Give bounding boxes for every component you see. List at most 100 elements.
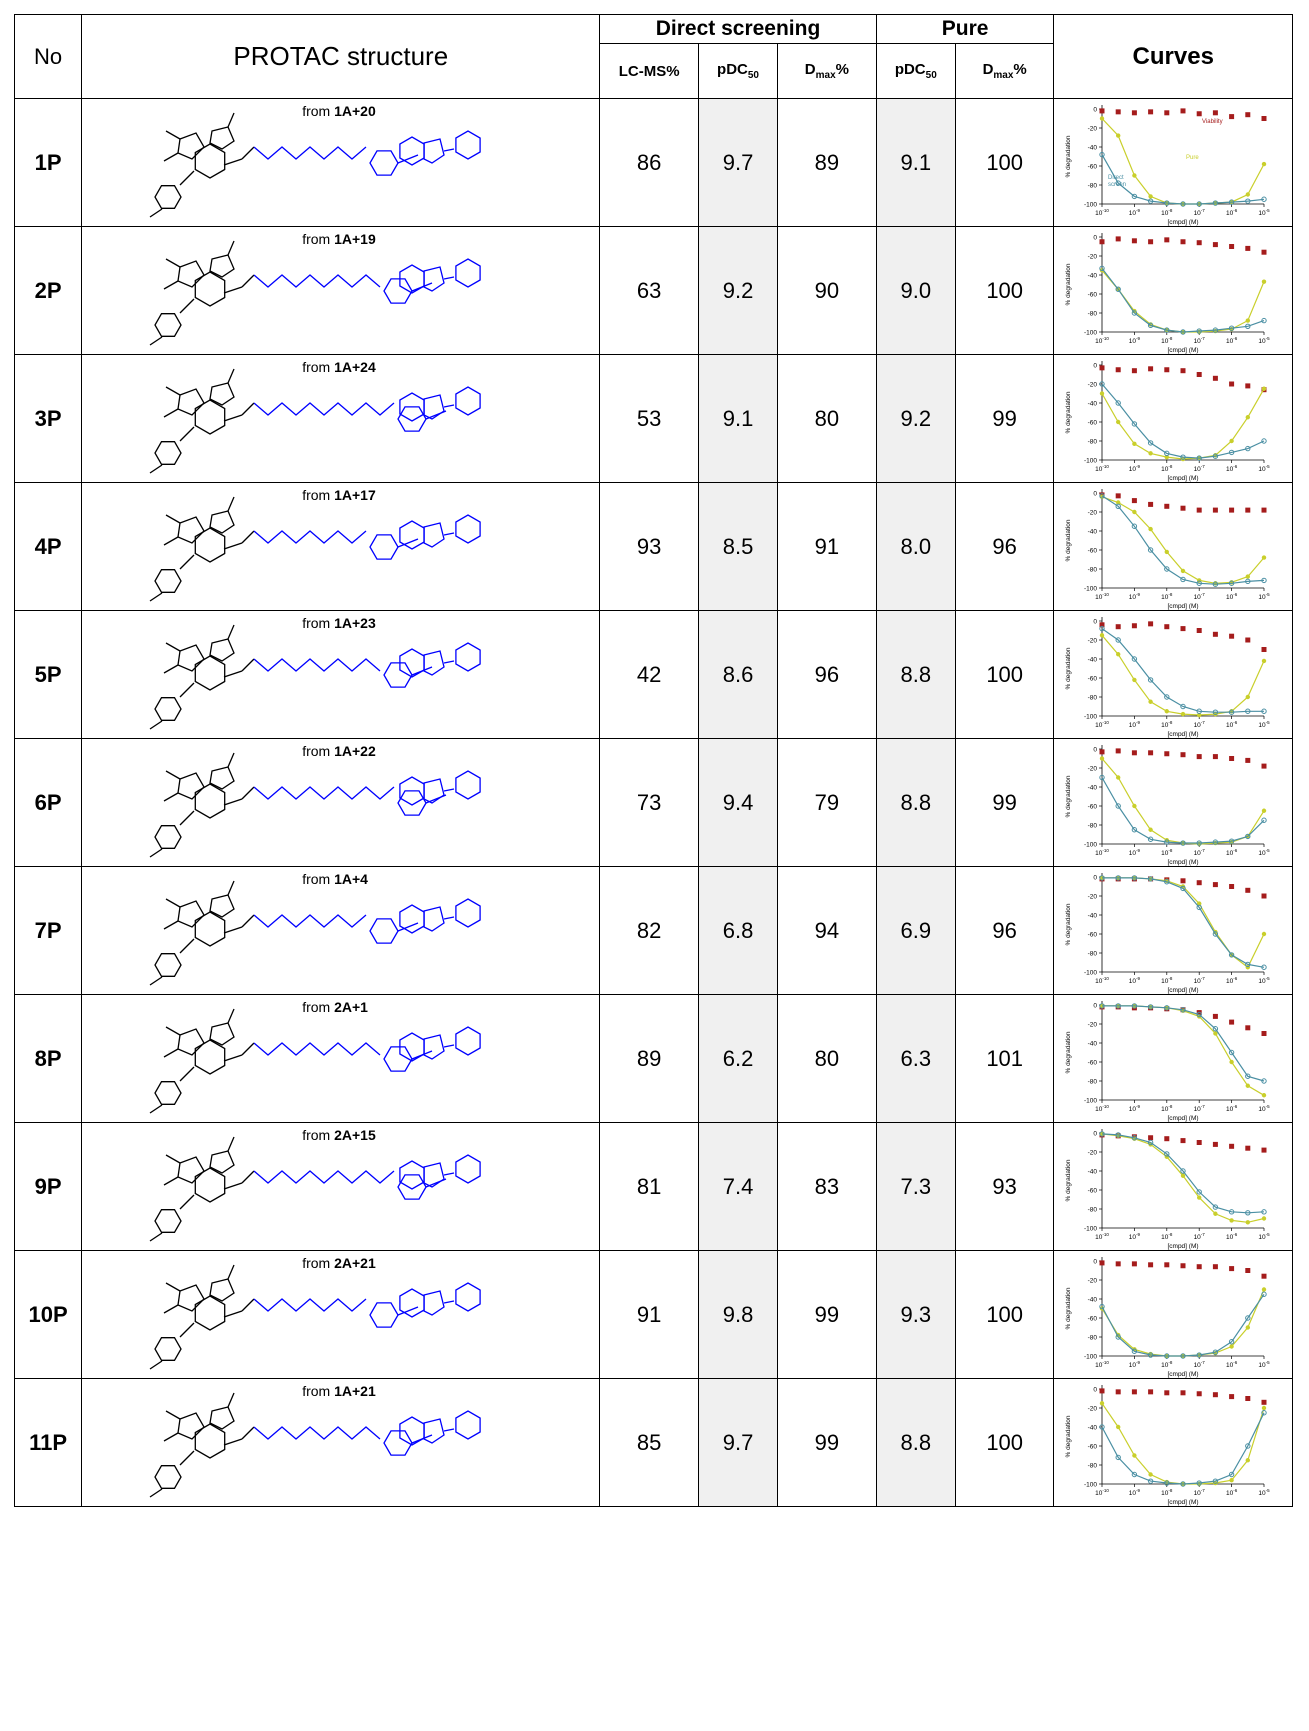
x-tick-label: 10-10 — [1096, 1232, 1110, 1241]
viability-point — [1180, 626, 1186, 632]
direct-point — [1099, 493, 1106, 499]
pure-point — [1100, 633, 1105, 638]
x-axis-label: [cmpd] (M) — [1168, 731, 1199, 738]
y-tick-label: -20 — [1088, 382, 1098, 389]
direct-point — [1132, 193, 1138, 200]
curve-cell: 0 -20 -40 -60 -80 -100 10-10 10-9 10-8 10-7 10-6 10… — [1053, 482, 1293, 611]
viability-point — [1245, 757, 1251, 763]
viability-point — [1164, 1390, 1170, 1396]
pure-point — [1213, 1031, 1219, 1036]
thiophene-ring — [177, 516, 206, 544]
triazole-ring — [209, 1150, 236, 1174]
x-tick-label: 10-7 — [1194, 1488, 1206, 1497]
viability-point — [1213, 1264, 1219, 1270]
pure-point — [1197, 1195, 1202, 1200]
viability-point — [1229, 884, 1235, 889]
chlorophenyl-ring — [154, 569, 182, 593]
y-tick-label: -40 — [1088, 1297, 1098, 1304]
pure-point — [1132, 441, 1138, 447]
x-tick-label: 10-8 — [1162, 720, 1174, 729]
ds-lcms-value: 89 — [599, 994, 699, 1123]
x-tick-label: 10-10 — [1096, 720, 1110, 729]
x-tick-label: 10-5 — [1259, 1360, 1271, 1369]
linker-ring — [397, 790, 427, 816]
viability-point — [1261, 647, 1267, 652]
table-row: 5P from 1A+23 42 8.6 96 8.8 100 0 -20 -40 -60 -80 -1… — [13, 610, 1293, 739]
structure-svg — [149, 368, 481, 474]
y-tick-label: -40 — [1088, 1041, 1098, 1048]
x-axis-label: [cmpd] (M) — [1168, 347, 1199, 354]
y-tick-label: -40 — [1088, 1425, 1098, 1432]
linker-chain — [253, 530, 367, 544]
y-tick-label: -80 — [1088, 951, 1098, 958]
x-tick-label: 10-8 — [1162, 976, 1174, 985]
y-tick-label: -60 — [1088, 548, 1098, 555]
glutarimide-ring — [455, 1026, 481, 1056]
x-tick-label: 10-9 — [1129, 976, 1141, 985]
thiophene-ring — [177, 260, 206, 288]
chlorophenyl-ring — [154, 697, 182, 721]
from-prefix: from — [302, 1383, 335, 1399]
viability-point — [1116, 1389, 1122, 1395]
direct-point — [1229, 1339, 1235, 1345]
direct-point — [1164, 200, 1170, 206]
viability-point — [1245, 245, 1251, 251]
direct-point — [1229, 580, 1235, 586]
compound-number: 10P — [13, 1250, 83, 1379]
direct-point — [1164, 1353, 1170, 1359]
y-tick-label: 0 — [1094, 875, 1098, 882]
pure-point — [1246, 1325, 1251, 1330]
viability-point — [1197, 880, 1203, 886]
y-tick-label: -80 — [1088, 567, 1098, 574]
direct-point — [1180, 885, 1187, 892]
direct-point — [1148, 876, 1154, 882]
y-tick-label: -100 — [1084, 842, 1097, 849]
direct-point — [1180, 1168, 1187, 1174]
glutarimide-ring — [455, 898, 481, 928]
triazole-ring — [209, 638, 236, 662]
direct-point — [1261, 438, 1268, 444]
series-line — [1102, 1133, 1265, 1214]
from-label: from 1A+20 — [302, 103, 376, 119]
compound-number: 11P — [13, 1378, 83, 1507]
viability-point — [1132, 368, 1138, 374]
x-tick-label: 10-8 — [1162, 336, 1174, 345]
y-tick-label: -80 — [1088, 1207, 1098, 1214]
direct-point — [1132, 1003, 1138, 1009]
viability-point — [1148, 239, 1154, 245]
viability-point — [1197, 372, 1203, 377]
viability-point — [1213, 1392, 1219, 1398]
direct-point — [1196, 328, 1203, 334]
structure-drawing: from 1A+19 — [82, 227, 599, 354]
ds-pdc50-value: 9.7 — [697, 98, 779, 227]
viability-point — [1099, 749, 1105, 755]
ds-pdc50-value: 8.5 — [697, 482, 779, 611]
y-tick-label: -40 — [1088, 529, 1098, 536]
diazepine-ring — [194, 1423, 226, 1459]
ds-dmax-value: 94 — [777, 866, 877, 995]
direct-point — [1148, 1139, 1154, 1146]
x-tick-label: 10-10 — [1096, 1104, 1110, 1113]
x-tick-label: 10-8 — [1162, 208, 1174, 217]
x-tick-label: 10-7 — [1194, 464, 1206, 473]
header-ds-dmax: Dmax% — [777, 43, 877, 99]
pure-point — [1262, 808, 1267, 813]
curve-cell: 0 -20 -40 -60 -80 -100 10-10 10-9 10-8 10-7 10-6 10… — [1053, 226, 1293, 355]
series-line — [1101, 154, 1265, 205]
direct-point — [1245, 1443, 1251, 1449]
ds-pdc50-value: 9.7 — [697, 1378, 779, 1507]
viability-point — [1229, 381, 1235, 387]
direct-point — [1196, 904, 1203, 911]
y-tick-label: -80 — [1088, 1463, 1098, 1470]
from-components: 1A+24 — [334, 359, 376, 375]
x-tick-label: 10-8 — [1162, 1488, 1174, 1497]
y-tick-label: -100 — [1084, 714, 1097, 721]
pure-dmax-value: 100 — [954, 226, 1055, 355]
glutarimide-ring — [455, 386, 481, 416]
pure-point — [1246, 318, 1251, 323]
linker-ring — [369, 918, 399, 944]
series-line — [1102, 118, 1266, 205]
x-tick-label: 10-7 — [1194, 336, 1206, 345]
structure-drawing: from 1A+22 — [82, 739, 599, 866]
